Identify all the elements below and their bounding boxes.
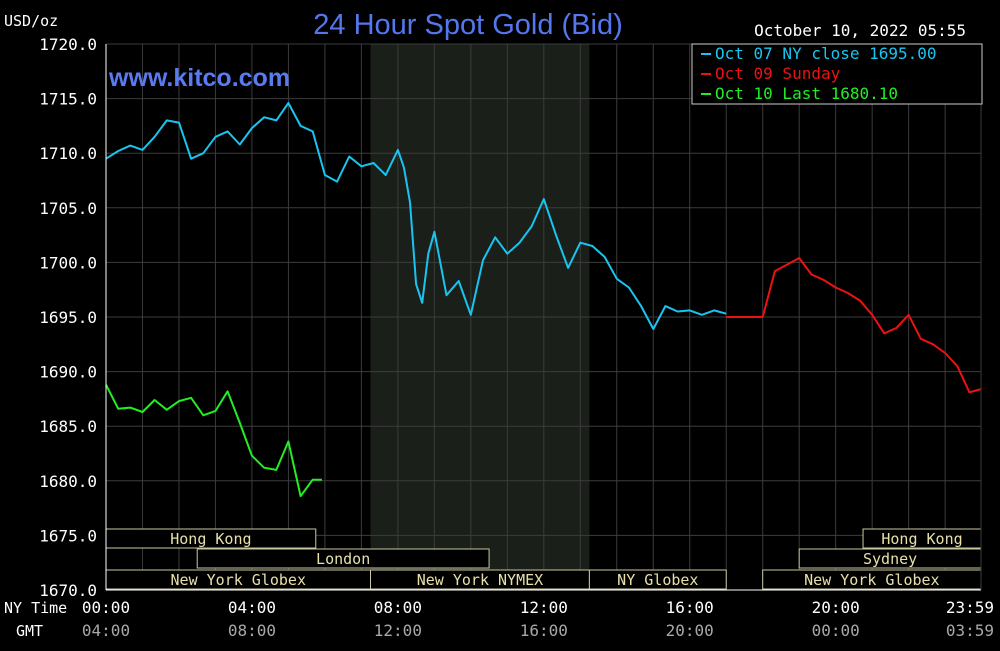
chart-axes: 1720.0 1715.0 1710.0 1705.0 1700.0 1695.0 1690… [4,35,994,640]
session-box [588,569,727,590]
x-tick-gmt: 20:00 [666,621,714,640]
chart-grid [106,43,981,591]
chart-title: 24 Hour Spot Gold (Bid) [313,9,622,41]
x-tick-ny: 20:00 [812,598,860,617]
unit-label: USD/oz [4,12,58,30]
legend-item: Oct 10 Last 1680.10 [715,84,898,103]
session-label: NY Globex [617,571,698,589]
y-tick-label: 1695.0 [39,308,97,327]
x-axis-gmt-label: GMT [16,622,43,640]
x-tick-gmt: 16:00 [520,621,568,640]
y-tick-label: 1685.0 [39,417,97,436]
session-label: London [316,550,370,568]
series-line-2 [726,257,982,394]
x-tick-gmt: 03:59 [946,621,994,640]
legend-item: Oct 07 NY close 1695.00 [715,44,937,63]
x-tick-ny: 08:00 [374,598,422,617]
y-tick-label: 1675.0 [39,526,97,545]
session-label: New York Globex [171,571,306,589]
session-label: New York NYMEX [417,571,543,589]
y-tick-label: 1720.0 [39,35,97,54]
market-sessions: Hong Kong London New York Globex New York N… [105,528,982,590]
legend-box [691,43,983,105]
x-tick-gmt: 00:00 [812,621,860,640]
x-axis-ny-label: NY Time [4,599,67,617]
session-box [196,548,490,569]
x-tick-ny: 12:00 [520,598,568,617]
x-tick-ny: 04:00 [228,598,276,617]
session-label: Hong Kong [881,530,962,548]
y-tick-label: 1690.0 [39,363,97,382]
chart-timestamp: October 10, 2022 05:55 [754,21,966,40]
x-tick-gmt: 12:00 [374,621,422,640]
series-line-3 [105,384,322,498]
price-series [105,102,982,498]
session-label: Hong Kong [170,530,251,548]
series-line-1 [105,102,727,330]
y-tick-label: 1715.0 [39,90,97,109]
x-tick-ny: 00:00 [82,598,130,617]
y-tick-label: 1700.0 [39,253,97,272]
x-tick-ny: 16:00 [666,598,714,617]
y-tick-label: 1680.0 [39,472,97,491]
watermark: www.kitco.com [108,64,290,92]
x-tick-ny: 23:59 [946,598,994,617]
y-tick-label: 1670.0 [39,581,97,600]
x-tick-gmt: 04:00 [82,621,130,640]
session-label: Sydney [863,550,917,568]
legend-item: Oct 09 Sunday [715,64,841,83]
y-tick-label: 1705.0 [39,199,97,218]
session-label: New York Globex [804,571,939,589]
x-tick-gmt: 08:00 [228,621,276,640]
y-tick-label: 1710.0 [39,144,97,163]
